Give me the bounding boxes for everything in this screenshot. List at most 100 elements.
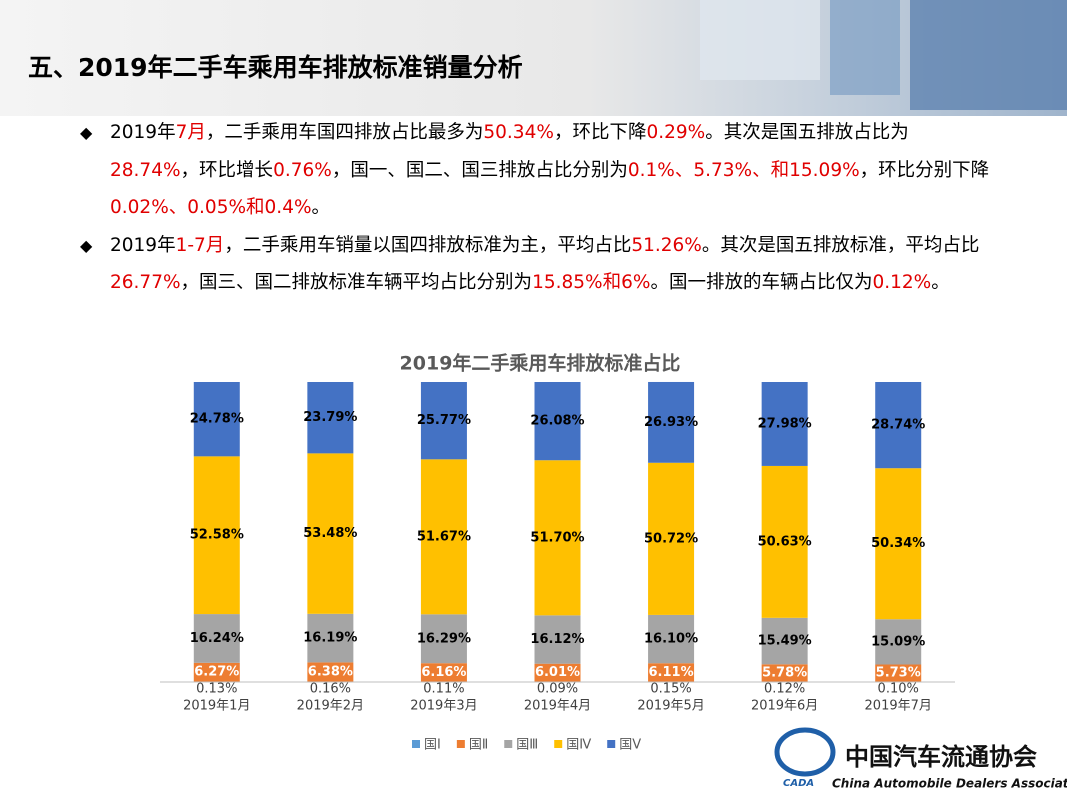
data-label: 6.27%	[194, 665, 239, 680]
bullet: 2019年7月，二手乘用车国四排放占比最多为50.34%，环比下降0.29%。其…	[80, 114, 995, 227]
x-tick-label: 2019年3月	[410, 699, 477, 714]
bar-segment	[875, 468, 922, 620]
highlight-text: 15.85%和6%	[532, 272, 651, 293]
x-tick-label: 2019年1月	[183, 699, 250, 714]
bar-segment	[420, 663, 467, 682]
highlight-text: 51.26%	[631, 234, 702, 256]
legend-swatch	[412, 740, 420, 748]
logo-abbr: CADA	[783, 778, 814, 789]
highlight-text: 0.02%、0.05%和0.4%	[110, 197, 312, 218]
data-label: 26.08%	[530, 414, 584, 429]
bar-segment	[875, 619, 922, 665]
header-band	[0, 0, 1067, 116]
bullet-text: ，国三、国二排放标准车辆平均占比分别为	[180, 272, 533, 293]
legend-swatch	[504, 740, 513, 748]
bar-segment	[648, 462, 695, 615]
bar-segment	[761, 664, 808, 682]
bar-segment	[534, 663, 581, 682]
bullet-text: 2019年	[110, 122, 176, 143]
data-label: 24.78%	[190, 412, 244, 427]
legend-label: 国Ⅲ	[516, 738, 538, 753]
data-label: 53.48%	[303, 526, 357, 541]
x-tick-label: 2019年4月	[524, 699, 591, 714]
data-label: 0.10%	[878, 682, 919, 697]
legend-label: 国Ⅴ	[619, 738, 641, 753]
bullet-text: 。其次是国五排放占比为	[705, 122, 909, 143]
highlight-text: 0.76%	[273, 159, 332, 181]
data-label: 16.29%	[417, 631, 471, 646]
bar-segment	[193, 456, 240, 615]
highlight-text: 26.77%	[110, 272, 181, 293]
x-tick-label: 2019年5月	[637, 699, 704, 714]
bar-segment	[761, 465, 808, 618]
bar-segment	[875, 664, 922, 682]
data-label: 52.58%	[190, 528, 244, 543]
x-tick-label: 2019年7月	[865, 699, 932, 714]
bullet-text: 。其次是国五排放标准，平均占比	[701, 234, 980, 256]
slide-title: 五、2019年二手车乘用车排放标准销量分析	[28, 53, 523, 82]
bar-segment	[875, 382, 922, 469]
data-label: 50.72%	[644, 531, 698, 546]
data-label: 16.12%	[530, 632, 584, 647]
bar-segment	[420, 459, 467, 615]
bar-segment	[648, 614, 695, 664]
bullet-list: 2019年7月，二手乘用车国四排放占比最多为50.34%，环比下降0.29%。其…	[80, 114, 995, 302]
highlight-text: 1-7月	[175, 234, 225, 256]
data-label: 6.16%	[421, 665, 466, 680]
bullet-text: 。	[311, 197, 331, 218]
bullet-text: 。国一排放的车辆占比仅为	[650, 272, 873, 293]
bar-segment	[648, 381, 695, 463]
legend-swatch	[456, 740, 465, 748]
bullet-text: ，二手乘用车国四排放占比最多为	[205, 122, 484, 143]
header-decoration	[700, 0, 1067, 110]
logo-name: 中国汽车流通协会	[845, 743, 1037, 771]
bar-segment	[193, 614, 240, 663]
bullet-text: ，国一、国二、国三排放占比分别为	[331, 159, 628, 181]
bullet-text: 2019年	[110, 234, 176, 256]
bullet-text: ，环比增长	[180, 159, 274, 181]
legend-label: 国Ⅰ	[424, 738, 441, 753]
bar-segment	[307, 382, 354, 454]
legend-label: 国Ⅱ	[469, 738, 488, 753]
highlight-text: 28.74%	[110, 159, 181, 181]
bar-segment	[534, 615, 581, 664]
bar-segment	[307, 662, 354, 682]
highlight-text: 7月	[175, 122, 206, 143]
bullet-text: ，环比下降	[553, 122, 647, 143]
bar-segment	[761, 382, 808, 466]
chart-title: 2019年二手乘用车排放标准占比	[400, 352, 681, 375]
data-label: 16.19%	[303, 631, 357, 646]
data-label: 26.93%	[644, 415, 698, 430]
bar-segment	[534, 460, 581, 616]
data-label: 6.38%	[308, 664, 353, 679]
highlight-text: 50.34%	[483, 122, 554, 143]
data-label: 5.78%	[762, 665, 807, 680]
legend-label: 国Ⅳ	[566, 738, 591, 753]
bullet: 2019年1-7月，二手乘用车销量以国四排放标准为主，平均占比51.26%。其次…	[80, 227, 995, 302]
data-label: 0.15%	[650, 682, 691, 697]
bar-segment	[420, 614, 467, 664]
data-label: 0.13%	[196, 682, 237, 697]
bar-segment	[534, 382, 581, 461]
logo: 中国汽车流通协会 China Automobile Dealers Associ…	[774, 727, 1067, 791]
data-label: 15.09%	[871, 634, 925, 649]
x-tick-label: 2019年6月	[751, 699, 818, 714]
highlight-text: 0.1%、5.73%、和15.09%	[627, 159, 860, 181]
data-label: 51.67%	[417, 529, 471, 544]
data-label: 0.11%	[423, 682, 464, 697]
data-label: 5.73%	[876, 666, 921, 681]
data-label: 6.11%	[649, 665, 694, 680]
bar-segment	[307, 613, 354, 663]
data-label: 15.49%	[758, 634, 812, 649]
data-label: 0.12%	[764, 682, 805, 697]
data-label: 50.63%	[758, 534, 812, 549]
data-label: 27.98%	[758, 416, 812, 431]
logo-english: China Automobile Dealers Association	[832, 777, 1067, 791]
data-label: 50.34%	[871, 536, 925, 551]
legend-swatch	[607, 740, 616, 748]
bar-segment	[420, 382, 467, 460]
bullet-text: ，环比分别下降	[859, 159, 990, 181]
data-label: 6.01%	[535, 665, 580, 680]
